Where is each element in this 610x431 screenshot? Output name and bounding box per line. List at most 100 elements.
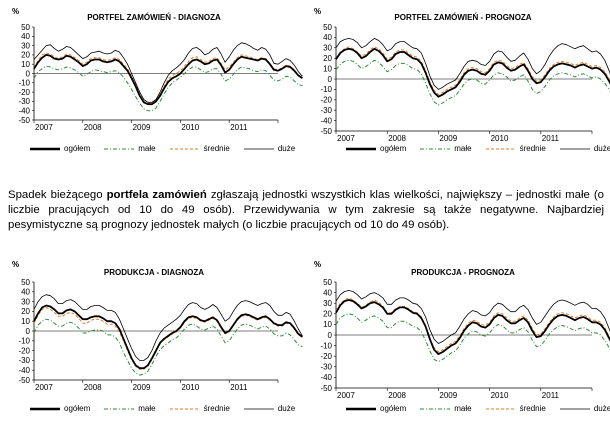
series-line-ogolem: [335, 47, 610, 98]
x-tick-label: 2011: [230, 383, 248, 392]
y-tick-label: 20: [21, 51, 30, 60]
x-tick-label: 2011: [230, 123, 248, 132]
x-tick-label: 2007: [337, 391, 355, 400]
legend-swatch: [104, 408, 135, 409]
unit-label: %: [12, 7, 20, 16]
x-tick-label: 2008: [84, 123, 102, 132]
legend-label: duże: [277, 404, 296, 413]
y-tick-label: -10: [320, 341, 332, 350]
legend-label: średnie: [519, 404, 546, 413]
legend-item-srednie: średnie: [485, 144, 546, 153]
y-tick-label: 10: [21, 317, 30, 326]
legend-swatch: [30, 147, 60, 150]
x-tick-label: 2009: [439, 134, 457, 143]
y-tick-label: -40: [18, 107, 30, 116]
legend-item-ogolem: ogółem: [346, 404, 406, 413]
y-tick-label: -30: [320, 363, 332, 372]
y-tick-label: 20: [21, 307, 30, 316]
description-paragraph: Spadek bieżącego portfela zamówień zgłas…: [8, 188, 604, 233]
legend-swatch: [30, 407, 60, 410]
x-tick-label: 2009: [439, 391, 457, 400]
legend-item-duze: duże: [243, 144, 296, 153]
legend-swatch: [169, 408, 200, 409]
series-line-duze: [335, 38, 610, 90]
x-tick-label: 2010: [181, 383, 199, 392]
y-tick-label: 20: [323, 310, 332, 319]
legend-item-male: małe: [420, 144, 472, 153]
y-tick-label: -50: [18, 376, 30, 385]
y-tick-label: -30: [18, 356, 30, 365]
x-tick-label: 2008: [388, 391, 406, 400]
chart-title: PRODUKCJA - PROGNOZA: [411, 268, 515, 277]
x-tick-label: 2010: [491, 391, 509, 400]
x-tick-label: 2009: [133, 383, 151, 392]
legend-item-ogolem: ogółem: [30, 404, 90, 413]
y-tick-label: -10: [320, 85, 332, 94]
y-tick-label: 10: [323, 64, 332, 73]
chart-title: PORTFEL ZAMÓWIEŃ - DIAGNOZA: [87, 13, 221, 22]
x-tick-label: 2011: [542, 134, 560, 143]
chart-panel-portfel-diagnoza: % PORTFEL ZAMÓWIEŃ - DIAGNOZA -50 -40 -30-…: [8, 6, 303, 166]
legend-item-duze: duże: [243, 404, 296, 413]
chart-legend: ogółem małe średnie duże: [346, 404, 610, 413]
legend-label: ogółem: [64, 404, 91, 413]
y-tick-label: -50: [18, 116, 30, 125]
x-tick-label: 2007: [35, 123, 53, 132]
series-line-male: [335, 313, 610, 362]
legend-label: duże: [277, 144, 296, 153]
x-tick-label: 2008: [84, 383, 102, 392]
y-tick-label: 30: [323, 44, 332, 53]
y-tick-label: 40: [323, 288, 332, 297]
y-tick-label: 40: [21, 288, 30, 297]
y-tick-label: -50: [320, 127, 332, 136]
legend-item-male: małe: [420, 404, 472, 413]
unit-label: %: [12, 260, 20, 269]
y-tick-label: 20: [323, 54, 332, 63]
y-tick-label: 30: [21, 41, 30, 50]
legend-swatch: [559, 148, 590, 149]
paragraph-bold-term: portfela zamówień: [106, 189, 207, 201]
series-line-male: [335, 59, 610, 106]
legend-label: ogółem: [380, 404, 407, 413]
y-tick-label: 0: [26, 69, 31, 78]
y-tick-label: -10: [18, 337, 30, 346]
x-tick-label: 2009: [133, 123, 151, 132]
legend-label: średnie: [203, 144, 230, 153]
series-line-srednie: [335, 297, 610, 353]
series-line-duze: [335, 290, 610, 344]
chart-title: PRODUKCJA - DIAGNOZA: [103, 268, 205, 277]
legend-swatch: [243, 148, 274, 149]
chart-title: PORTFEL ZAMÓWIEŃ - PROGNOZA: [394, 13, 532, 22]
series-line-male: [33, 318, 303, 376]
legend-label: małe: [138, 144, 156, 153]
unit-label: %: [314, 7, 322, 16]
x-tick-label: 2010: [181, 123, 199, 132]
y-tick-label: 10: [323, 320, 332, 329]
y-tick-label: -20: [18, 346, 30, 355]
x-tick-label: 2007: [337, 134, 355, 143]
legend-label: ogółem: [64, 144, 91, 153]
y-tick-label: 0: [328, 75, 333, 84]
legend-label: duże: [593, 404, 610, 413]
legend-swatch: [169, 148, 200, 149]
y-tick-label: 0: [328, 331, 333, 340]
series-line-duze: [33, 42, 303, 103]
legend-label: duże: [593, 144, 610, 153]
y-tick-label: 30: [21, 297, 30, 306]
y-tick-label: 50: [21, 23, 30, 32]
y-tick-label: 50: [323, 23, 332, 32]
legend-item-duze: duże: [559, 144, 610, 153]
y-tick-label: 0: [26, 327, 31, 336]
legend-item-ogolem: ogółem: [346, 144, 406, 153]
series-line-ogolem: [33, 304, 303, 370]
y-tick-label: -10: [18, 79, 30, 88]
legend-label: małe: [138, 404, 156, 413]
unit-label: %: [314, 260, 322, 269]
legend-item-ogolem: ogółem: [30, 144, 90, 153]
chart-legend: ogółem małe średnie duże: [346, 144, 610, 153]
y-tick-label: -30: [320, 106, 332, 115]
y-tick-label: -40: [320, 373, 332, 382]
legend-swatch: [485, 148, 516, 149]
